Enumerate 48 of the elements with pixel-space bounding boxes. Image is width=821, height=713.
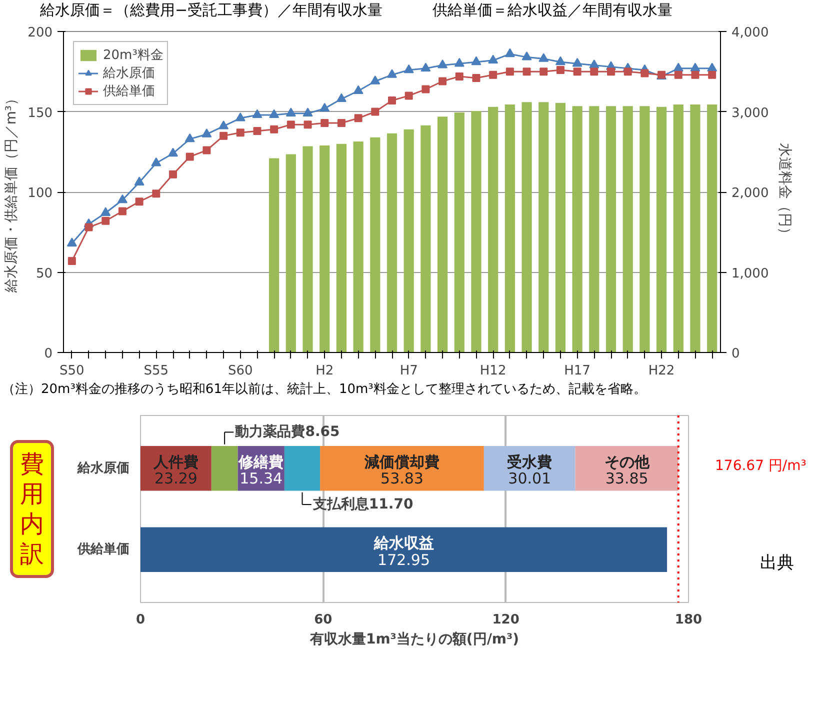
data-label: 172.95 bbox=[378, 550, 430, 569]
y2-tick-label: 4,000 bbox=[732, 26, 769, 41]
x-axis-title: 有収水量1m³当たりの額(円/m³) bbox=[308, 630, 520, 648]
x-tick-label: 120 bbox=[492, 612, 520, 628]
total-label: 176.67 円/m³ bbox=[715, 456, 806, 476]
data-label: 33.85 bbox=[605, 470, 648, 488]
y2-tick-label: 0 bbox=[732, 346, 740, 362]
y-tick-label: 150 bbox=[28, 106, 53, 122]
chart-subtitle: 供給単価＝給水収益／年間有収水量 bbox=[432, 0, 673, 21]
series-label: 給水収益 bbox=[372, 534, 434, 552]
y-tick-label: 0 bbox=[44, 346, 53, 362]
x-tick-label: 180 bbox=[674, 612, 702, 628]
series-label: その他 bbox=[604, 452, 650, 471]
x-tick-label: S60 bbox=[228, 364, 253, 379]
chart-title: 給水原価＝（総費用−受託工事費）／年間有収水量 bbox=[40, 0, 383, 21]
legend-label: 給水原価 bbox=[103, 65, 155, 82]
series-label: 人件費 bbox=[152, 452, 198, 471]
y-axis-title: 給水原価・供給単価（円／m³） bbox=[4, 92, 20, 294]
x-tick-label: H17 bbox=[564, 364, 590, 379]
x-tick-label: H12 bbox=[480, 364, 506, 379]
y2-tick-label: 3,000 bbox=[732, 106, 769, 122]
data-label: 53.83 bbox=[380, 470, 424, 488]
text: 動力薬品費8.65 bbox=[235, 424, 340, 440]
text: 費用内訳 bbox=[20, 448, 44, 569]
data-label: 15.34 bbox=[240, 470, 283, 488]
y-tick-label: 50 bbox=[36, 266, 53, 282]
y-tick-label: 200 bbox=[28, 26, 53, 41]
y2-axis-title: 水道料金（円） bbox=[776, 143, 793, 242]
series-label: 減価償却費 bbox=[364, 452, 440, 471]
text: 支払利息11.70 bbox=[312, 496, 414, 513]
series-label: 受水費 bbox=[506, 452, 552, 471]
legend-label: 供給単価 bbox=[103, 83, 155, 100]
y2-tick-label: 2,000 bbox=[732, 186, 769, 202]
y-tick-label: 100 bbox=[28, 186, 53, 202]
x-tick-label: S50 bbox=[60, 364, 84, 379]
y2-tick-label: 1,000 bbox=[732, 266, 769, 282]
legend-label: 20m³料金 bbox=[103, 47, 164, 64]
x-tick-label: 0 bbox=[136, 612, 146, 628]
data-label: 23.29 bbox=[154, 470, 198, 488]
x-tick-label: H2 bbox=[316, 364, 334, 379]
x-tick-label: 60 bbox=[314, 612, 332, 628]
text: （注）20m³料金の推移のうち昭和61年以前は、統計上、10m³料金として整理されているため、記載を省略。 bbox=[2, 381, 646, 400]
text: 出典 bbox=[760, 552, 794, 575]
x-tick-label: H22 bbox=[648, 364, 675, 379]
data-label: 30.01 bbox=[508, 470, 552, 488]
series-label: 修繕費 bbox=[238, 452, 284, 471]
x-tick-label: H7 bbox=[400, 364, 418, 379]
x-tick-label: S55 bbox=[144, 364, 169, 379]
